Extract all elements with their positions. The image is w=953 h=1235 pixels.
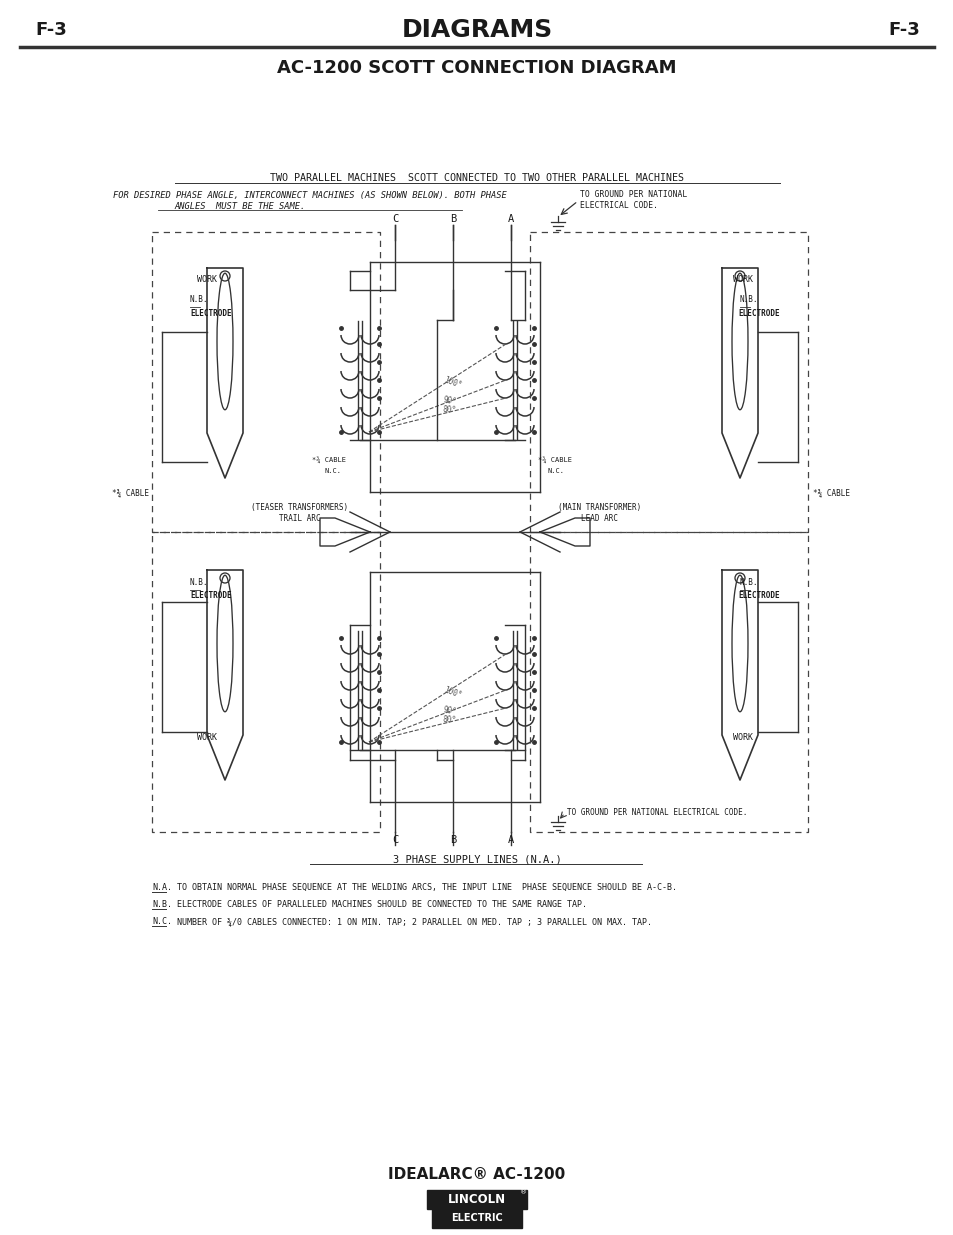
Text: *¾ CABLE: *¾ CABLE: [812, 488, 849, 496]
Text: FOR DESIRED PHASE ANGLE, INTERCONNECT MACHINES (AS SHOWN BELOW). BOTH PHASE: FOR DESIRED PHASE ANGLE, INTERCONNECT MA…: [113, 190, 506, 200]
Text: N.A.: N.A.: [152, 883, 172, 892]
Text: ®: ®: [520, 1189, 527, 1195]
Text: N.C.: N.C.: [152, 918, 172, 926]
Text: F-3: F-3: [35, 21, 67, 40]
Text: 80°: 80°: [442, 405, 456, 415]
Text: ELECTRODE CABLES OF PARALLELED MACHINES SHOULD BE CONNECTED TO THE SAME RANGE TA: ELECTRODE CABLES OF PARALLELED MACHINES …: [172, 900, 586, 909]
Text: ELECTRODE: ELECTRODE: [190, 309, 232, 317]
Text: A: A: [507, 835, 514, 845]
Text: C: C: [392, 214, 397, 224]
Text: N.B.: N.B.: [740, 578, 758, 587]
Text: NUMBER OF ¾/0 CABLES CONNECTED: 1 ON MIN. TAP; 2 PARALLEL ON MED. TAP ; 3 PARALL: NUMBER OF ¾/0 CABLES CONNECTED: 1 ON MIN…: [172, 918, 651, 926]
Text: C: C: [392, 835, 397, 845]
Text: TWO PARALLEL MACHINES  SCOTT CONNECTED TO TWO OTHER PARALLEL MACHINES: TWO PARALLEL MACHINES SCOTT CONNECTED TO…: [270, 173, 683, 183]
Text: N.B.: N.B.: [190, 295, 209, 304]
Text: WORK: WORK: [732, 734, 752, 742]
Text: AC-1200 SCOTT CONNECTION DIAGRAM: AC-1200 SCOTT CONNECTION DIAGRAM: [277, 59, 676, 77]
Text: *¾ CABLE: *¾ CABLE: [312, 456, 346, 463]
Text: ELECTRIC: ELECTRIC: [451, 1214, 502, 1224]
Text: F-3: F-3: [887, 21, 919, 40]
Text: 3 PHASE SUPPLY LINES (N.A.): 3 PHASE SUPPLY LINES (N.A.): [393, 855, 560, 864]
Text: (TEASER TRANSFORMERS): (TEASER TRANSFORMERS): [252, 503, 348, 513]
Text: ANGLES  MUST BE THE SAME.: ANGLES MUST BE THE SAME.: [174, 201, 305, 210]
Text: 100°: 100°: [442, 685, 462, 700]
Text: 100°: 100°: [442, 375, 462, 390]
FancyBboxPatch shape: [432, 1209, 521, 1228]
Text: LINCOLN: LINCOLN: [448, 1193, 505, 1207]
FancyBboxPatch shape: [427, 1191, 526, 1209]
Text: (MAIN TRANSFORMER): (MAIN TRANSFORMER): [558, 503, 641, 513]
Text: 80°: 80°: [442, 715, 456, 725]
Text: N.B.: N.B.: [740, 295, 758, 304]
Text: 90°: 90°: [442, 705, 457, 716]
Text: B: B: [450, 835, 456, 845]
Text: ELECTRODE: ELECTRODE: [190, 592, 232, 600]
Text: WORK: WORK: [196, 734, 216, 742]
Text: 90°: 90°: [442, 395, 457, 406]
Text: ELECTRODE: ELECTRODE: [738, 592, 779, 600]
Text: TO GROUND PER NATIONAL ELECTRICAL CODE.: TO GROUND PER NATIONAL ELECTRICAL CODE.: [566, 808, 746, 818]
Text: IDEALARC® AC-1200: IDEALARC® AC-1200: [388, 1167, 565, 1182]
Text: TO GROUND PER NATIONAL: TO GROUND PER NATIONAL: [579, 190, 686, 199]
Text: DIAGRAMS: DIAGRAMS: [401, 19, 552, 42]
Text: N.B.: N.B.: [152, 900, 172, 909]
Text: WORK: WORK: [732, 275, 752, 284]
Text: TRAIL ARC: TRAIL ARC: [279, 514, 320, 522]
Text: N.C.: N.C.: [547, 468, 564, 474]
Text: N.B.: N.B.: [190, 578, 209, 587]
Text: ELECTRODE: ELECTRODE: [738, 309, 779, 317]
Text: N.C.: N.C.: [325, 468, 341, 474]
Text: LEAD ARC: LEAD ARC: [581, 514, 618, 522]
Text: TO OBTAIN NORMAL PHASE SEQUENCE AT THE WELDING ARCS, THE INPUT LINE  PHASE SEQUE: TO OBTAIN NORMAL PHASE SEQUENCE AT THE W…: [172, 883, 677, 892]
Text: WORK: WORK: [196, 275, 216, 284]
Text: *¾ CABLE: *¾ CABLE: [112, 488, 149, 496]
Text: *¾ CABLE: *¾ CABLE: [537, 456, 572, 463]
Text: B: B: [450, 214, 456, 224]
Text: ELECTRICAL CODE.: ELECTRICAL CODE.: [579, 201, 658, 210]
Text: A: A: [507, 214, 514, 224]
